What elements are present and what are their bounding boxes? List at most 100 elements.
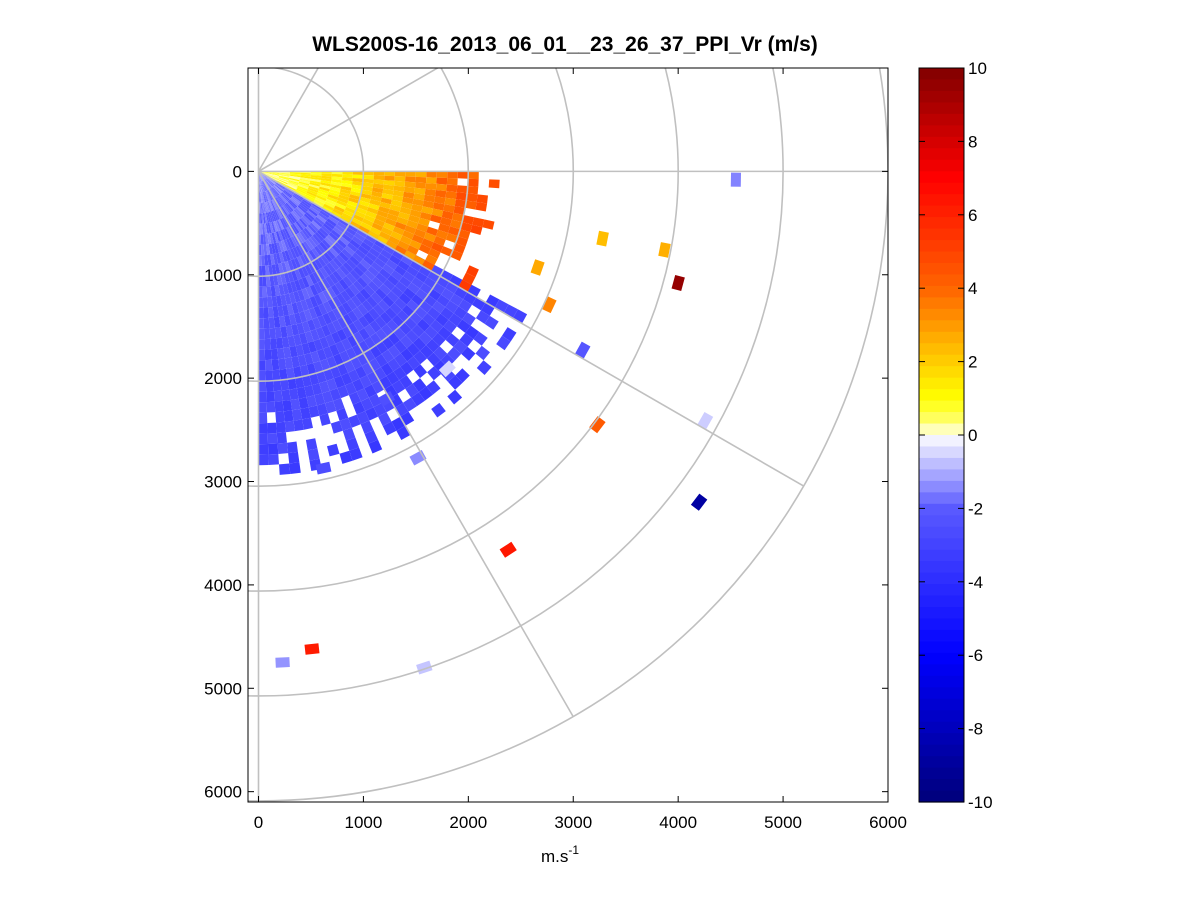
velocity-cell: [271, 232, 277, 244]
velocity-cell: [360, 241, 372, 252]
velocity-cell: [305, 211, 315, 221]
velocity-cell: [371, 191, 383, 198]
velocity-cell: [289, 345, 298, 358]
velocity-cell: [297, 267, 306, 279]
velocity-cell: [279, 218, 287, 229]
velocity-cell: [288, 180, 299, 185]
velocity-cell: [296, 188, 307, 195]
velocity-cell: [379, 283, 391, 296]
velocity-cell: [433, 236, 446, 247]
velocity-cell: [447, 346, 462, 361]
velocity-cell: [266, 391, 275, 403]
velocity-cell: [292, 246, 300, 258]
velocity-cell: [311, 247, 321, 259]
velocity-cell: [384, 171, 395, 177]
velocity-cell: [386, 371, 400, 385]
velocity-cell: [462, 272, 476, 285]
velocity-cell: [272, 369, 281, 381]
velocity-cell: [332, 319, 343, 332]
velocity-cell: [262, 202, 266, 213]
colorbar-step: [919, 217, 964, 230]
velocity-cell: [294, 268, 302, 280]
colorbar-step: [919, 457, 964, 471]
velocity-cell: [328, 232, 339, 242]
velocity-cell: [275, 209, 282, 220]
velocity-cell: [319, 210, 330, 219]
velocity-cell: [378, 206, 390, 214]
velocity-cell: [325, 334, 336, 347]
velocity-cell: [282, 190, 292, 199]
velocity-cell: [426, 226, 439, 236]
colorbar-step: [919, 526, 964, 539]
velocity-cell: [406, 265, 419, 277]
velocity-cell: [281, 191, 291, 200]
colorbar-step: [919, 492, 964, 505]
velocity-cell: [289, 176, 300, 181]
velocity-cell: [467, 284, 481, 298]
velocity-cell: [281, 217, 288, 228]
velocity-cell: [475, 345, 490, 361]
velocity-cell: [267, 190, 273, 201]
velocity-cell: [385, 240, 398, 251]
velocity-cell: [347, 223, 359, 233]
velocity-cell: [258, 423, 268, 434]
velocity-cell: [411, 277, 424, 289]
velocity-cell: [475, 202, 488, 212]
velocity-cell: [299, 178, 311, 183]
velocity-cell: [277, 179, 288, 185]
velocity-cell: [336, 408, 349, 421]
velocity-cell: [338, 194, 350, 201]
velocity-cell: [329, 388, 341, 401]
velocity-cell: [383, 244, 395, 255]
velocity-cell: [313, 305, 323, 318]
x-tick-label: 5000: [764, 813, 802, 832]
velocity-cell: [304, 264, 313, 276]
velocity-cell: [320, 358, 331, 371]
velocity-cell: [271, 199, 277, 210]
velocity-cell: [303, 227, 313, 238]
velocity-cell: [293, 334, 302, 346]
velocity-cell: [445, 333, 460, 347]
velocity-cell: [335, 254, 346, 265]
velocity-cell: [284, 228, 291, 239]
velocity-cell: [272, 306, 279, 318]
colorbar-step: [919, 721, 964, 734]
velocity-cell: [322, 390, 334, 404]
velocity-cell: [363, 214, 376, 223]
velocity-cell: [449, 274, 463, 287]
velocity-cell: [286, 201, 295, 211]
velocity-cell: [418, 265, 432, 277]
velocity-cell: [312, 233, 322, 244]
velocity-cell: [308, 184, 320, 189]
velocity-cell: [407, 282, 420, 295]
colorbar-step: [919, 503, 964, 516]
velocity-cell: [310, 235, 320, 246]
velocity-cell: [268, 173, 279, 178]
velocity-cell: [290, 224, 298, 235]
velocity-cell: [296, 206, 306, 216]
velocity-cell: [334, 224, 346, 233]
velocity-cell: [438, 223, 451, 233]
velocity-cell: [484, 315, 499, 330]
velocity-cell: [462, 215, 474, 225]
velocity-cell: [446, 184, 458, 193]
velocity-cell: [348, 283, 360, 296]
velocity-cell: [406, 245, 419, 256]
velocity-cell: [316, 269, 326, 281]
velocity-cell: [425, 183, 437, 190]
velocity-cell: [427, 271, 441, 283]
colorbar-tick-label: -2: [968, 499, 983, 518]
velocity-cell: [270, 200, 276, 211]
velocity-cell: [261, 265, 266, 277]
velocity-cell: [297, 185, 308, 191]
velocity-cell: [423, 294, 437, 307]
velocity-cell: [341, 338, 353, 351]
velocity-cell: [273, 185, 282, 194]
velocity-cell: [274, 327, 282, 339]
velocity-cell: [298, 397, 309, 409]
isolated-cell: [596, 230, 609, 247]
velocity-cell: [265, 233, 269, 245]
velocity-cell: [273, 231, 279, 243]
velocity-cell: [288, 451, 300, 464]
colorbar-step: [919, 446, 964, 459]
